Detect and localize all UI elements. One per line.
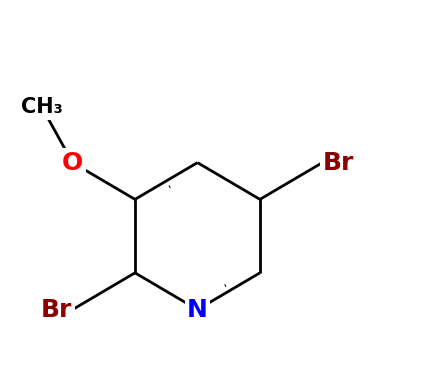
Text: Br: Br (41, 298, 72, 322)
Text: Br: Br (322, 151, 354, 175)
Text: O: O (62, 151, 83, 175)
Text: N: N (187, 298, 208, 322)
Text: CH₃: CH₃ (21, 97, 63, 117)
